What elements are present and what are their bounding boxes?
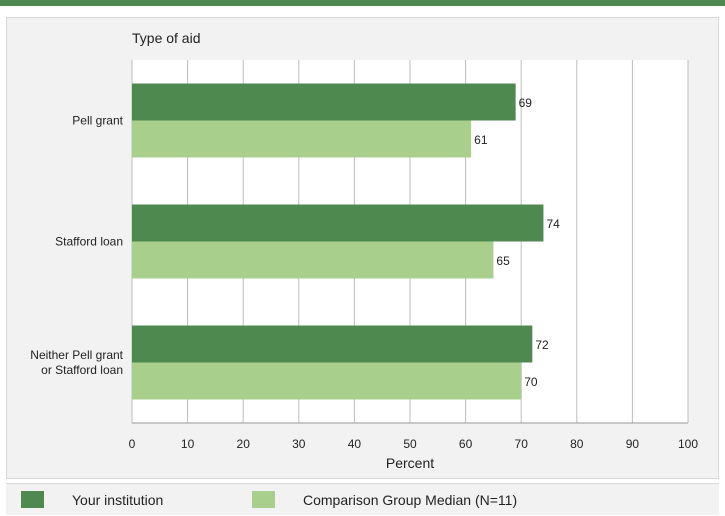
x-tick-label: 100 xyxy=(678,437,698,451)
chart-area: 0 10 20 30 40 50 60 70 80 90 100 Percent Type of aid… xyxy=(6,17,719,479)
bar xyxy=(132,362,522,400)
bar xyxy=(132,120,472,158)
legend-label-comparison-group: Comparison Group Median (N=11) xyxy=(303,491,518,508)
chart-title: Type of aid xyxy=(132,30,201,46)
category-label: Pell grant xyxy=(72,114,123,128)
x-tick-label: 70 xyxy=(515,437,529,451)
data-label: 72 xyxy=(535,338,549,352)
x-tick-label: 80 xyxy=(570,437,584,451)
x-axis-title: Percent xyxy=(386,455,434,471)
category-label: Neither Pell grant xyxy=(30,348,123,362)
category-label: Stafford loan xyxy=(55,235,123,249)
legend-item-comparison-group: Comparison Group Median (N=11) xyxy=(252,491,517,508)
data-label: 70 xyxy=(524,375,538,389)
bar xyxy=(132,241,494,279)
x-tick-label: 10 xyxy=(181,437,195,451)
data-label: 69 xyxy=(519,96,533,110)
legend-label-your-institution: Your institution xyxy=(72,491,164,508)
bar-chart: 0 10 20 30 40 50 60 70 80 90 100 Percent Type of aid… xyxy=(30,30,698,471)
bar xyxy=(132,325,533,363)
legend: Your institution Comparison Group Median… xyxy=(6,483,719,515)
x-tick-label: 40 xyxy=(348,437,362,451)
x-tick-label: 20 xyxy=(237,437,251,451)
legend-swatch-your-institution xyxy=(21,491,44,508)
category-label: or Stafford loan xyxy=(41,363,123,377)
bar xyxy=(132,204,544,242)
data-label: 65 xyxy=(496,254,510,268)
data-label: 74 xyxy=(546,217,560,231)
x-tick-label: 50 xyxy=(403,437,417,451)
x-tick-label: 30 xyxy=(292,437,306,451)
x-tick-label: 60 xyxy=(459,437,473,451)
legend-item-your-institution: Your institution xyxy=(21,491,163,508)
bar xyxy=(132,83,516,121)
top-rule xyxy=(0,0,725,6)
legend-swatch-comparison-group xyxy=(252,491,275,508)
x-tick-label: 0 xyxy=(129,437,136,451)
x-tick-label: 90 xyxy=(626,437,640,451)
data-label: 61 xyxy=(474,133,488,147)
